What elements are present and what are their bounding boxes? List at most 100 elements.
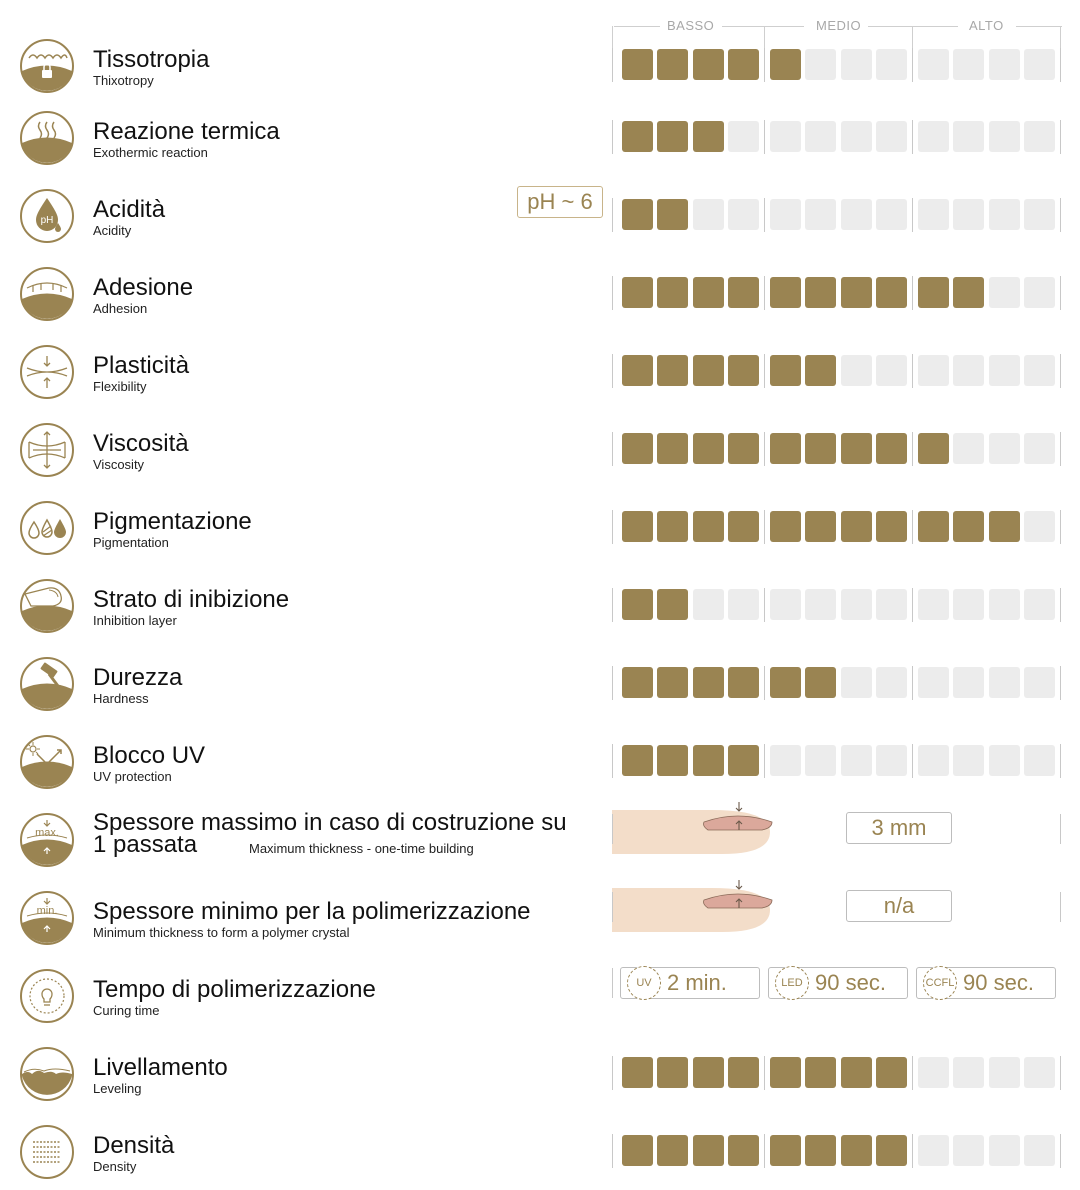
level-segment-filled	[622, 433, 653, 464]
level-segment-empty	[1024, 277, 1055, 308]
ph-drop-icon: pH	[19, 188, 75, 244]
level-segment-filled	[805, 433, 836, 464]
level-segment-empty	[805, 121, 836, 152]
min-thickness-icon: min.	[19, 890, 75, 946]
curing-time-uv: UV 2 min.	[620, 966, 760, 1000]
level-bar	[612, 1134, 1064, 1168]
group-separator	[764, 432, 765, 466]
viscosity-arrows-icon	[19, 422, 75, 478]
level-segment-filled	[841, 1135, 872, 1166]
property-row: Plasticità Flexibility	[0, 318, 1080, 399]
group-separator	[912, 48, 913, 82]
level-segment-filled	[805, 1057, 836, 1088]
group-separator	[912, 276, 913, 310]
group-separator	[912, 198, 913, 232]
group-separator	[1060, 814, 1061, 844]
uv-sun-arrow-icon	[19, 734, 75, 790]
level-segment-empty	[953, 355, 984, 386]
property-row: Tissotropia Thixotropy	[0, 12, 1080, 93]
property-subtitle: Pigmentation	[93, 535, 169, 550]
property-title: Spessore massimo in caso di costruzione …	[93, 809, 567, 858]
property-title: Spessore minimo per la polimerizzazione	[93, 898, 531, 925]
group-separator	[764, 120, 765, 154]
level-segment-empty	[728, 589, 759, 620]
property-subtitle: Acidity	[93, 223, 132, 238]
property-row: Viscosità Viscosity	[0, 396, 1080, 477]
level-segment-filled	[693, 745, 724, 776]
level-segment-empty	[989, 667, 1020, 698]
level-segment-filled	[693, 667, 724, 698]
level-segment-filled	[728, 49, 759, 80]
group-separator	[612, 666, 613, 700]
thixotropy-lock-icon	[19, 38, 75, 94]
level-segment-empty	[841, 49, 872, 80]
level-segment-filled	[622, 121, 653, 152]
level-segment-empty	[805, 199, 836, 230]
group-separator	[612, 432, 613, 466]
level-segment-filled	[622, 277, 653, 308]
level-segment-empty	[770, 589, 801, 620]
curing-time-value: 90 sec.	[963, 970, 1034, 995]
level-segment-empty	[918, 1057, 949, 1088]
property-subtitle: UV protection	[93, 769, 172, 784]
level-bar	[612, 48, 1064, 82]
level-segment-filled	[728, 745, 759, 776]
level-segment-empty	[1024, 49, 1055, 80]
level-segment-filled	[622, 589, 653, 620]
level-segment-empty	[953, 667, 984, 698]
level-segment-filled	[657, 511, 688, 542]
level-segment-filled	[657, 355, 688, 386]
level-segment-empty	[989, 745, 1020, 776]
level-segment-empty	[876, 589, 907, 620]
level-segment-empty	[1024, 511, 1055, 542]
level-low-label: BASSO	[667, 18, 715, 33]
curing-time-value: 2 min.	[667, 970, 727, 995]
header-line	[868, 26, 958, 27]
level-segment-empty	[1024, 589, 1055, 620]
level-segment-filled	[953, 511, 984, 542]
level-segment-filled	[622, 667, 653, 698]
nail-thickness-illustration	[612, 878, 782, 936]
property-title: Densità	[93, 1132, 175, 1159]
level-segment-filled	[876, 1135, 907, 1166]
ph-value-badge: pH ~ 6	[517, 186, 603, 218]
property-row: pH Acidità Acidity	[0, 162, 1080, 243]
level-segment-filled	[805, 1135, 836, 1166]
level-segment-empty	[876, 667, 907, 698]
level-segment-filled	[918, 277, 949, 308]
level-segment-empty	[918, 667, 949, 698]
group-separator	[1060, 744, 1061, 778]
group-separator	[612, 354, 613, 388]
level-segment-filled	[770, 277, 801, 308]
curing-time-ccfl: CCFL 90 sec.	[916, 966, 1056, 1000]
level-segment-filled	[770, 1057, 801, 1088]
flexibility-arrows-icon	[19, 344, 75, 400]
level-segment-filled	[693, 121, 724, 152]
level-segment-empty	[918, 355, 949, 386]
svg-text:min.: min.	[37, 905, 58, 917]
level-segment-empty	[770, 745, 801, 776]
level-segment-empty	[953, 1057, 984, 1088]
level-segment-filled	[876, 433, 907, 464]
level-segment-filled	[693, 1057, 724, 1088]
property-subtitle: Viscosity	[93, 457, 145, 472]
level-segment-filled	[918, 433, 949, 464]
level-segment-filled	[622, 745, 653, 776]
group-separator	[612, 48, 613, 82]
level-segment-empty	[876, 199, 907, 230]
level-segment-filled	[657, 49, 688, 80]
level-bar	[612, 198, 1064, 232]
level-segment-filled	[728, 355, 759, 386]
group-separator	[612, 588, 613, 622]
level-segment-empty	[989, 355, 1020, 386]
level-segment-filled	[728, 1135, 759, 1166]
lamp-type-badge: UV	[627, 966, 661, 1000]
level-segment-empty	[1024, 745, 1055, 776]
level-segment-filled	[805, 277, 836, 308]
level-segment-empty	[841, 355, 872, 386]
level-segment-filled	[841, 511, 872, 542]
level-segment-empty	[1024, 355, 1055, 386]
property-row: Tempo di polimerizzazione Curing time UV 2 …	[0, 942, 1080, 1023]
property-subtitle: Flexibility	[93, 379, 147, 394]
